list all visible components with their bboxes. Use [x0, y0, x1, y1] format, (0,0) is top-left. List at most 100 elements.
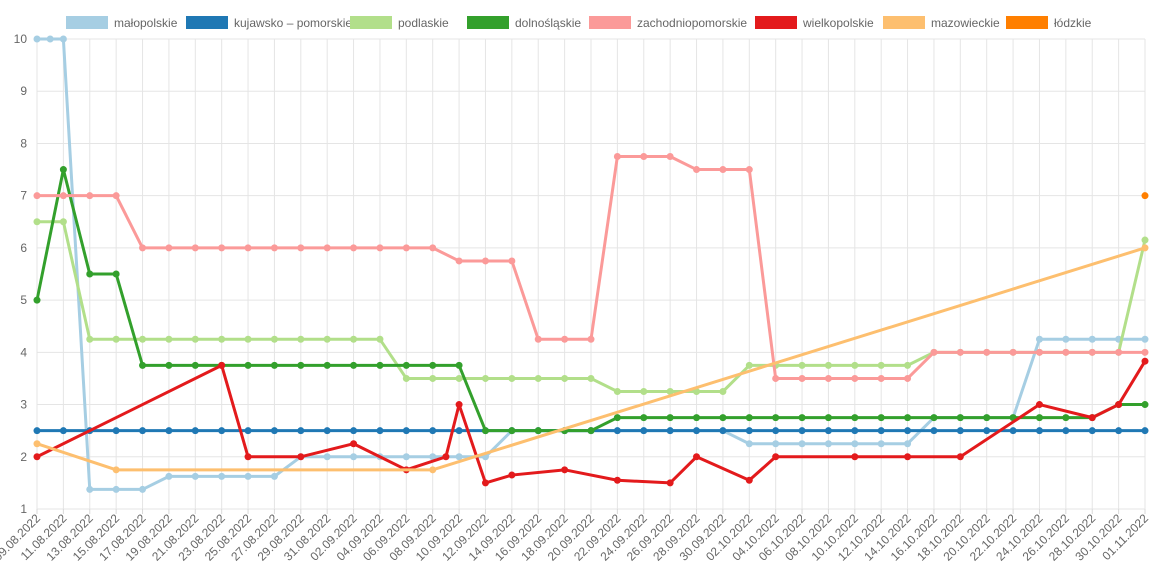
data-point	[323, 361, 331, 369]
data-point	[877, 361, 885, 369]
data-point	[851, 361, 859, 369]
data-point	[956, 453, 964, 461]
data-point	[745, 414, 753, 422]
data-point	[1141, 348, 1149, 356]
data-point	[534, 335, 542, 343]
y-tick-label: 7	[20, 189, 27, 203]
legend-item[interactable]: małopolskie	[66, 16, 178, 30]
y-axis: 1 2 3 4 5 6 7 8 9 10	[14, 32, 28, 516]
data-point	[561, 466, 569, 474]
data-point	[824, 374, 832, 382]
data-point	[1009, 427, 1017, 435]
legend-item[interactable]: wielkopolskie	[755, 16, 874, 30]
legend-swatch	[66, 16, 108, 29]
legend-label: mazowieckie	[931, 16, 1000, 30]
data-point	[481, 257, 489, 265]
data-point	[640, 427, 648, 435]
data-point	[165, 335, 173, 343]
data-point	[851, 453, 859, 461]
data-point	[218, 361, 226, 369]
x-axis: 09.08.202211.08.202213.08.202215.08.2022…	[0, 509, 1151, 564]
data-point	[376, 244, 384, 252]
data-point	[745, 166, 753, 174]
data-point	[1088, 348, 1096, 356]
data-point	[824, 440, 832, 448]
data-point	[640, 388, 648, 395]
data-point	[956, 427, 964, 435]
legend-item[interactable]: kujawsko – pomorskie	[186, 16, 352, 30]
data-point	[719, 414, 727, 422]
data-point	[165, 427, 173, 435]
data-point	[244, 335, 252, 343]
data-point	[323, 427, 331, 435]
y-tick-label: 9	[20, 84, 27, 98]
series-group	[33, 35, 1149, 493]
data-point	[297, 453, 305, 461]
data-point	[772, 414, 780, 422]
data-point	[402, 361, 410, 369]
data-point	[772, 374, 780, 382]
data-point	[1062, 335, 1070, 343]
data-point	[1035, 401, 1043, 409]
data-point	[1035, 414, 1043, 422]
legend-item[interactable]: zachodniopomorskie	[589, 16, 747, 30]
data-point	[270, 361, 278, 369]
data-point	[376, 427, 384, 435]
data-point	[877, 374, 885, 382]
legend-label: zachodniopomorskie	[637, 16, 747, 30]
data-point	[1115, 348, 1123, 356]
data-point	[59, 218, 67, 226]
data-point	[86, 485, 94, 493]
data-point	[508, 374, 516, 382]
data-point	[719, 166, 727, 174]
legend-item[interactable]: podlaskie	[350, 16, 449, 30]
data-point	[323, 244, 331, 252]
data-point	[191, 244, 199, 252]
data-point	[165, 472, 173, 480]
data-point	[745, 476, 753, 484]
data-point	[244, 244, 252, 252]
data-point	[824, 427, 832, 435]
y-tick-label: 8	[20, 136, 27, 150]
data-point	[1035, 427, 1043, 435]
series-line	[35, 246, 1147, 472]
legend-swatch	[186, 16, 228, 29]
legend-swatch	[589, 16, 631, 29]
data-point	[508, 257, 516, 265]
data-point	[904, 374, 912, 382]
data-point	[33, 218, 41, 226]
data-point	[1088, 414, 1096, 422]
data-point	[798, 374, 806, 382]
data-point	[1062, 427, 1070, 435]
data-point	[86, 192, 94, 200]
data-point	[561, 335, 569, 343]
data-point	[218, 427, 226, 435]
data-point	[772, 440, 780, 448]
data-point	[1062, 414, 1070, 422]
data-point	[508, 471, 516, 479]
data-point	[455, 361, 463, 369]
data-point	[613, 153, 621, 160]
data-point	[376, 361, 384, 369]
data-point	[693, 427, 701, 435]
data-point	[429, 244, 437, 252]
legend[interactable]: małopolskie kujawsko – pomorskie podlaskie…	[66, 16, 1092, 30]
legend-label: łódzkie	[1054, 16, 1092, 30]
data-point	[481, 374, 489, 382]
data-point	[772, 427, 780, 435]
data-point	[244, 361, 252, 369]
data-point	[983, 427, 991, 435]
legend-item[interactable]: dolnośląskie	[467, 16, 581, 30]
legend-swatch	[883, 16, 925, 29]
legend-item[interactable]: mazowieckie	[883, 16, 1000, 30]
data-point	[244, 453, 252, 461]
data-point	[1088, 427, 1096, 435]
y-tick-label: 5	[20, 293, 27, 307]
data-point	[33, 440, 41, 448]
data-point	[165, 361, 173, 369]
data-point	[1009, 348, 1017, 356]
data-point	[59, 427, 67, 435]
legend-item[interactable]: łódzkie	[1006, 16, 1092, 30]
data-point	[191, 361, 199, 369]
data-point	[139, 335, 147, 343]
